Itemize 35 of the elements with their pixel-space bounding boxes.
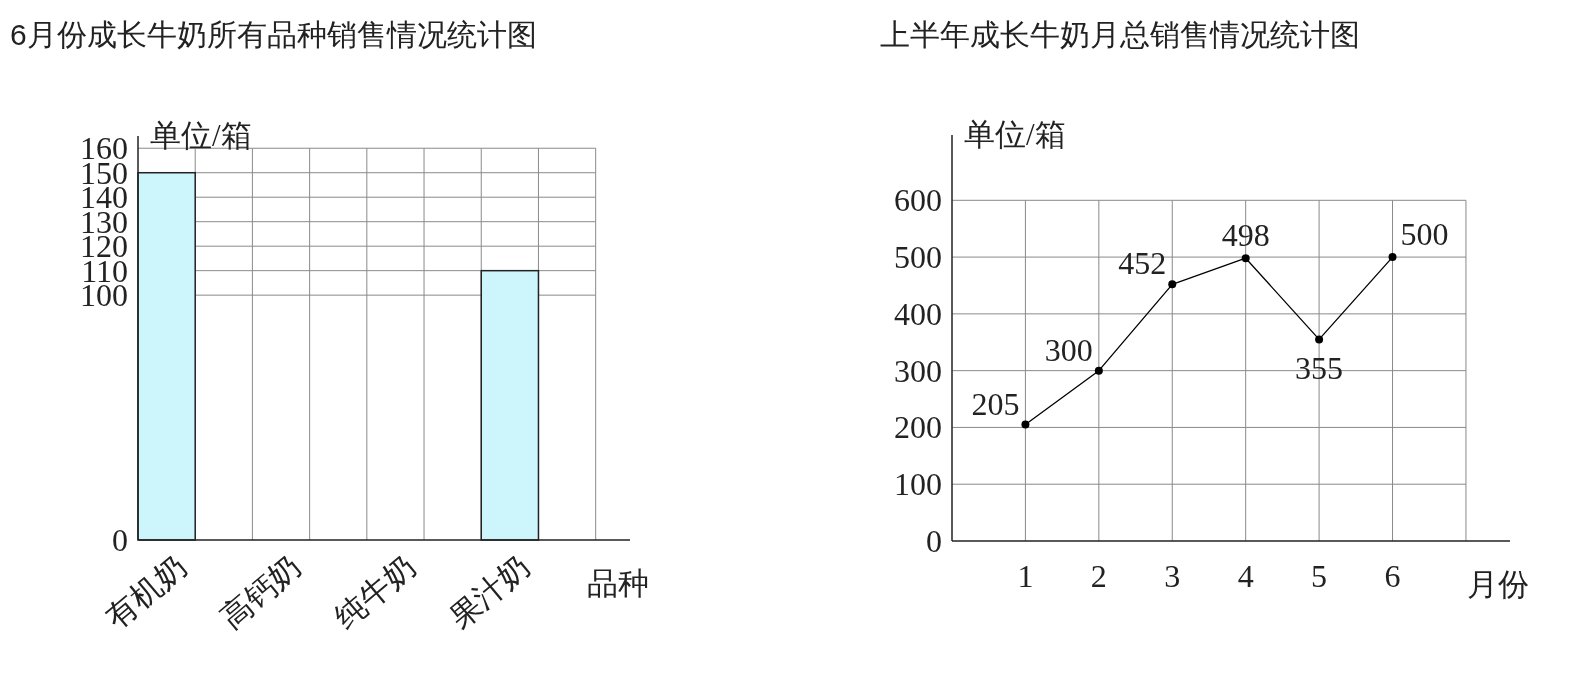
x-tick-label: 高钙奶 (213, 548, 308, 636)
point (1021, 420, 1030, 429)
y-tick-label: 0 (926, 523, 942, 559)
data-label: 452 (1118, 245, 1167, 282)
x-axis-title: 品种 (587, 566, 649, 601)
data-label: 355 (1295, 350, 1344, 387)
y-axis-title: 单位/箱 (150, 118, 252, 153)
y-tick-label: 600 (894, 182, 942, 219)
y-tick-label: 500 (894, 239, 942, 276)
data-label: 498 (1221, 217, 1270, 254)
x-tick-label: 4 (1237, 558, 1254, 594)
y-tick-label: 100 (894, 466, 942, 503)
x-tick-label: 1 (1017, 558, 1034, 594)
x-tick-label: 3 (1164, 558, 1181, 594)
x-tick-label: 2 (1090, 558, 1107, 594)
point (1315, 335, 1324, 344)
point (1388, 253, 1397, 262)
x-tick-label: 6 (1384, 558, 1401, 594)
y-tick-label: 0 (112, 522, 128, 558)
data-label: 300 (1044, 331, 1093, 368)
x-tick-label: 5 (1311, 558, 1328, 594)
x-tick-label: 果汁奶 (442, 548, 537, 636)
chart-title: 6月份成长牛奶所有品种销售情况统计图 (10, 18, 537, 51)
x-axis-title: 月份 (1467, 567, 1529, 602)
point (1168, 280, 1177, 289)
y-tick-label: 400 (894, 295, 942, 332)
y-tick-label: 200 (894, 409, 942, 446)
x-tick-label: 纯牛奶 (328, 548, 422, 636)
data-label: 205 (971, 385, 1020, 422)
point (1241, 254, 1250, 263)
point (1094, 366, 1103, 375)
chart-title: 上半年成长牛奶月总销售情况统计图 (880, 18, 1360, 51)
data-label: 500 (1400, 216, 1449, 253)
y-tick-label: 300 (894, 352, 942, 389)
y-axis-title: 单位/箱 (964, 117, 1066, 152)
